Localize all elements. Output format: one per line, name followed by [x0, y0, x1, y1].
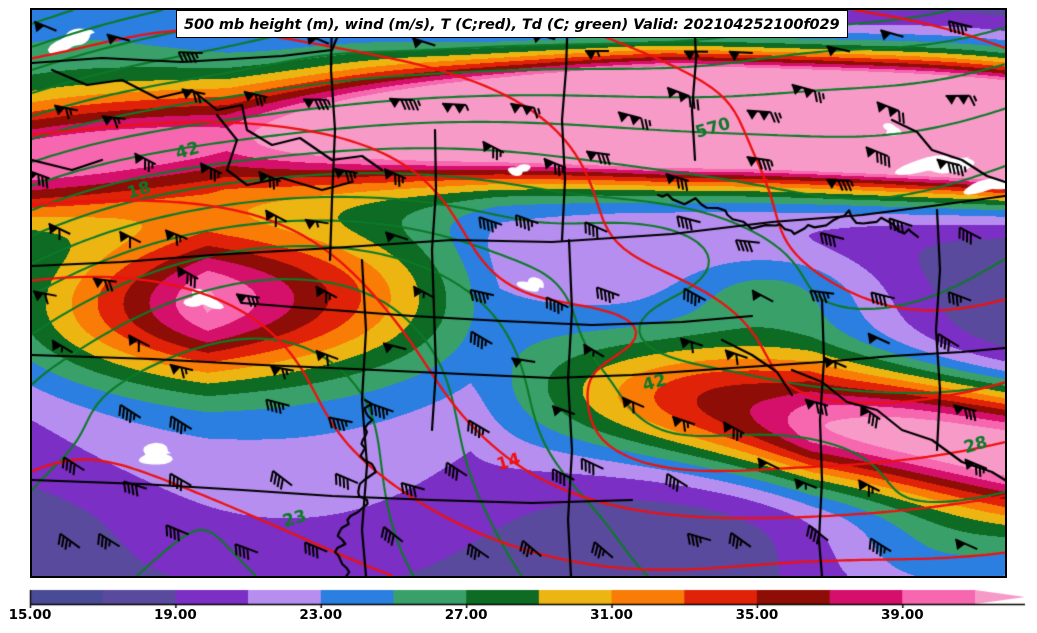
- colorbar-tick-23: 23.00: [299, 607, 343, 623]
- chart-title-text: 500 mb height (m), wind (m/s), T (C;red)…: [184, 17, 840, 33]
- colorbar-tick-27: 27.00: [444, 607, 488, 623]
- map-canvas[interactable]: [32, 10, 1005, 576]
- colorbar-tick-35: 35.00: [735, 607, 779, 623]
- colorbar-tick-19: 19.00: [154, 607, 197, 623]
- colorbar[interactable]: 15.00 19.00 23.00 27.00 31.00 35.00 39.00: [0, 586, 1037, 633]
- chart-title-box: 500 mb height (m), wind (m/s), T (C;red)…: [176, 10, 848, 38]
- map-plot-area[interactable]: [30, 8, 1007, 578]
- colorbar-gradient: [0, 586, 1037, 608]
- colorbar-tick-15: 15.00: [8, 607, 52, 623]
- colorbar-tick-31: 31.00: [590, 607, 633, 623]
- colorbar-tick-39: 39.00: [880, 607, 924, 623]
